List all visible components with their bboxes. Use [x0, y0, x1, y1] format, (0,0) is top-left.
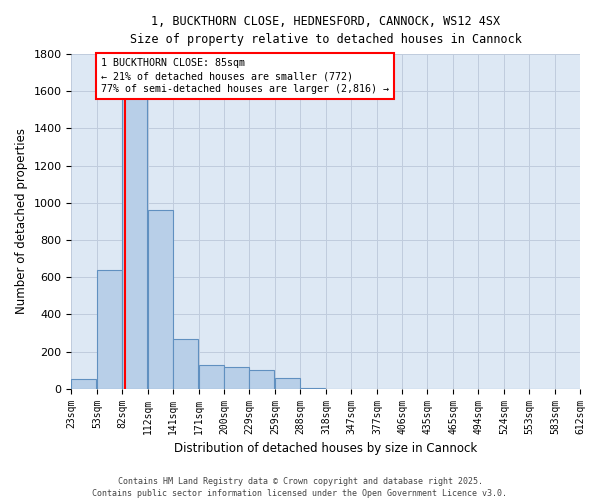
- Y-axis label: Number of detached properties: Number of detached properties: [15, 128, 28, 314]
- Bar: [148, 210, 173, 388]
- Bar: [71, 380, 97, 388]
- Text: 1 BUCKTHORN CLOSE: 85sqm
← 21% of detached houses are smaller (772)
77% of semi-: 1 BUCKTHORN CLOSE: 85sqm ← 21% of detach…: [101, 58, 389, 94]
- Bar: [97, 270, 122, 388]
- Bar: [249, 370, 274, 388]
- Bar: [173, 340, 199, 388]
- Bar: [275, 378, 300, 388]
- Text: Contains HM Land Registry data © Crown copyright and database right 2025.
Contai: Contains HM Land Registry data © Crown c…: [92, 476, 508, 498]
- Bar: [199, 364, 224, 388]
- Bar: [122, 69, 148, 388]
- X-axis label: Distribution of detached houses by size in Cannock: Distribution of detached houses by size …: [174, 442, 478, 455]
- Bar: [224, 368, 249, 388]
- Title: 1, BUCKTHORN CLOSE, HEDNESFORD, CANNOCK, WS12 4SX
Size of property relative to d: 1, BUCKTHORN CLOSE, HEDNESFORD, CANNOCK,…: [130, 15, 521, 46]
